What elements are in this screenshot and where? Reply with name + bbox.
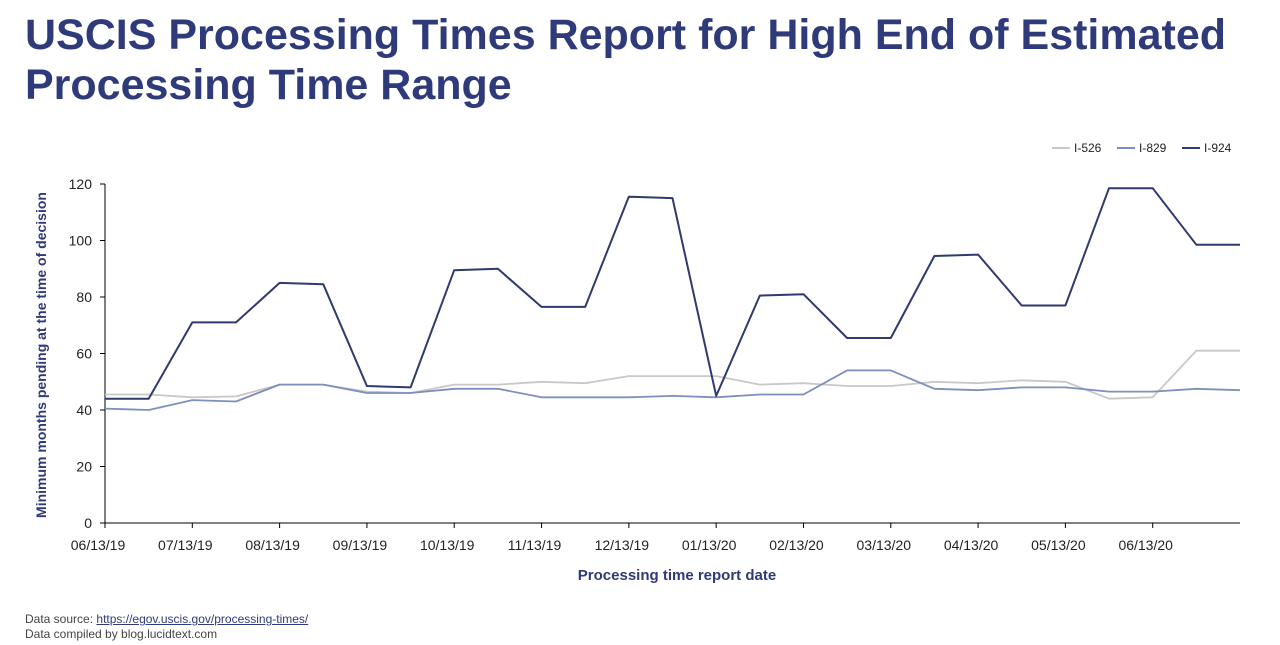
series-line-i-829 xyxy=(104,369,1241,411)
x-axis-label: Processing time report date xyxy=(578,567,776,584)
x-tick-label: 07/13/19 xyxy=(158,537,213,553)
data-source-footnote: Data source: https://egov.uscis.gov/proc… xyxy=(25,612,308,642)
x-tick-label: 01/13/20 xyxy=(682,537,737,553)
chart-series xyxy=(104,187,1241,411)
y-tick-label: 60 xyxy=(76,346,92,362)
x-tick-label: 04/13/20 xyxy=(944,537,999,553)
legend-item-i-526: I-526 xyxy=(1052,141,1102,155)
y-tick-label: 0 xyxy=(84,515,92,531)
x-tick-label: 11/13/19 xyxy=(508,537,562,553)
y-tick-label: 40 xyxy=(76,402,92,418)
data-source-label: Data source: xyxy=(25,612,94,626)
x-tick-label: 03/13/20 xyxy=(857,537,912,553)
chart-legend: I-526 I-829 I-924 xyxy=(1052,141,1232,155)
y-tick-label: 120 xyxy=(69,176,93,192)
x-tick-label: 09/13/19 xyxy=(333,537,388,553)
data-source-link[interactable]: https://egov.uscis.gov/processing-times/ xyxy=(96,612,309,626)
y-tick-label: 20 xyxy=(76,459,92,475)
x-tick-label: 06/13/19 xyxy=(71,537,126,553)
y-tick-label: 80 xyxy=(76,289,92,305)
series-line-i-526 xyxy=(105,349,1240,400)
data-source-line: Data source: https://egov.uscis.gov/proc… xyxy=(25,612,308,627)
x-tick-label: 06/13/20 xyxy=(1118,537,1173,553)
legend-item-i-829: I-829 xyxy=(1117,141,1167,155)
y-axis-label: Minimum months pending at the time of de… xyxy=(33,192,49,518)
legend-label: I-526 xyxy=(1074,141,1102,155)
chart-axes: 0 20 40 60 80 100 120 06/13/19 07/13/19 08/13/19 0… xyxy=(69,176,1240,553)
legend-label: I-829 xyxy=(1139,141,1167,155)
x-tick-label: 08/13/19 xyxy=(245,537,300,553)
y-tick-label: 100 xyxy=(69,233,93,249)
series-line-i-924 xyxy=(105,187,1240,400)
page-title: USCIS Processing Times Report for High E… xyxy=(25,11,1227,109)
x-tick-label: 12/13/19 xyxy=(595,537,650,553)
x-tick-label: 05/13/20 xyxy=(1031,537,1086,553)
legend-label: I-924 xyxy=(1204,141,1232,155)
legend-item-i-924: I-924 xyxy=(1182,141,1232,155)
x-tick-label: 10/13/19 xyxy=(420,537,475,553)
data-compiled-line: Data compiled by blog.lucidtext.com xyxy=(25,627,218,641)
x-tick-label: 02/13/20 xyxy=(769,537,824,553)
